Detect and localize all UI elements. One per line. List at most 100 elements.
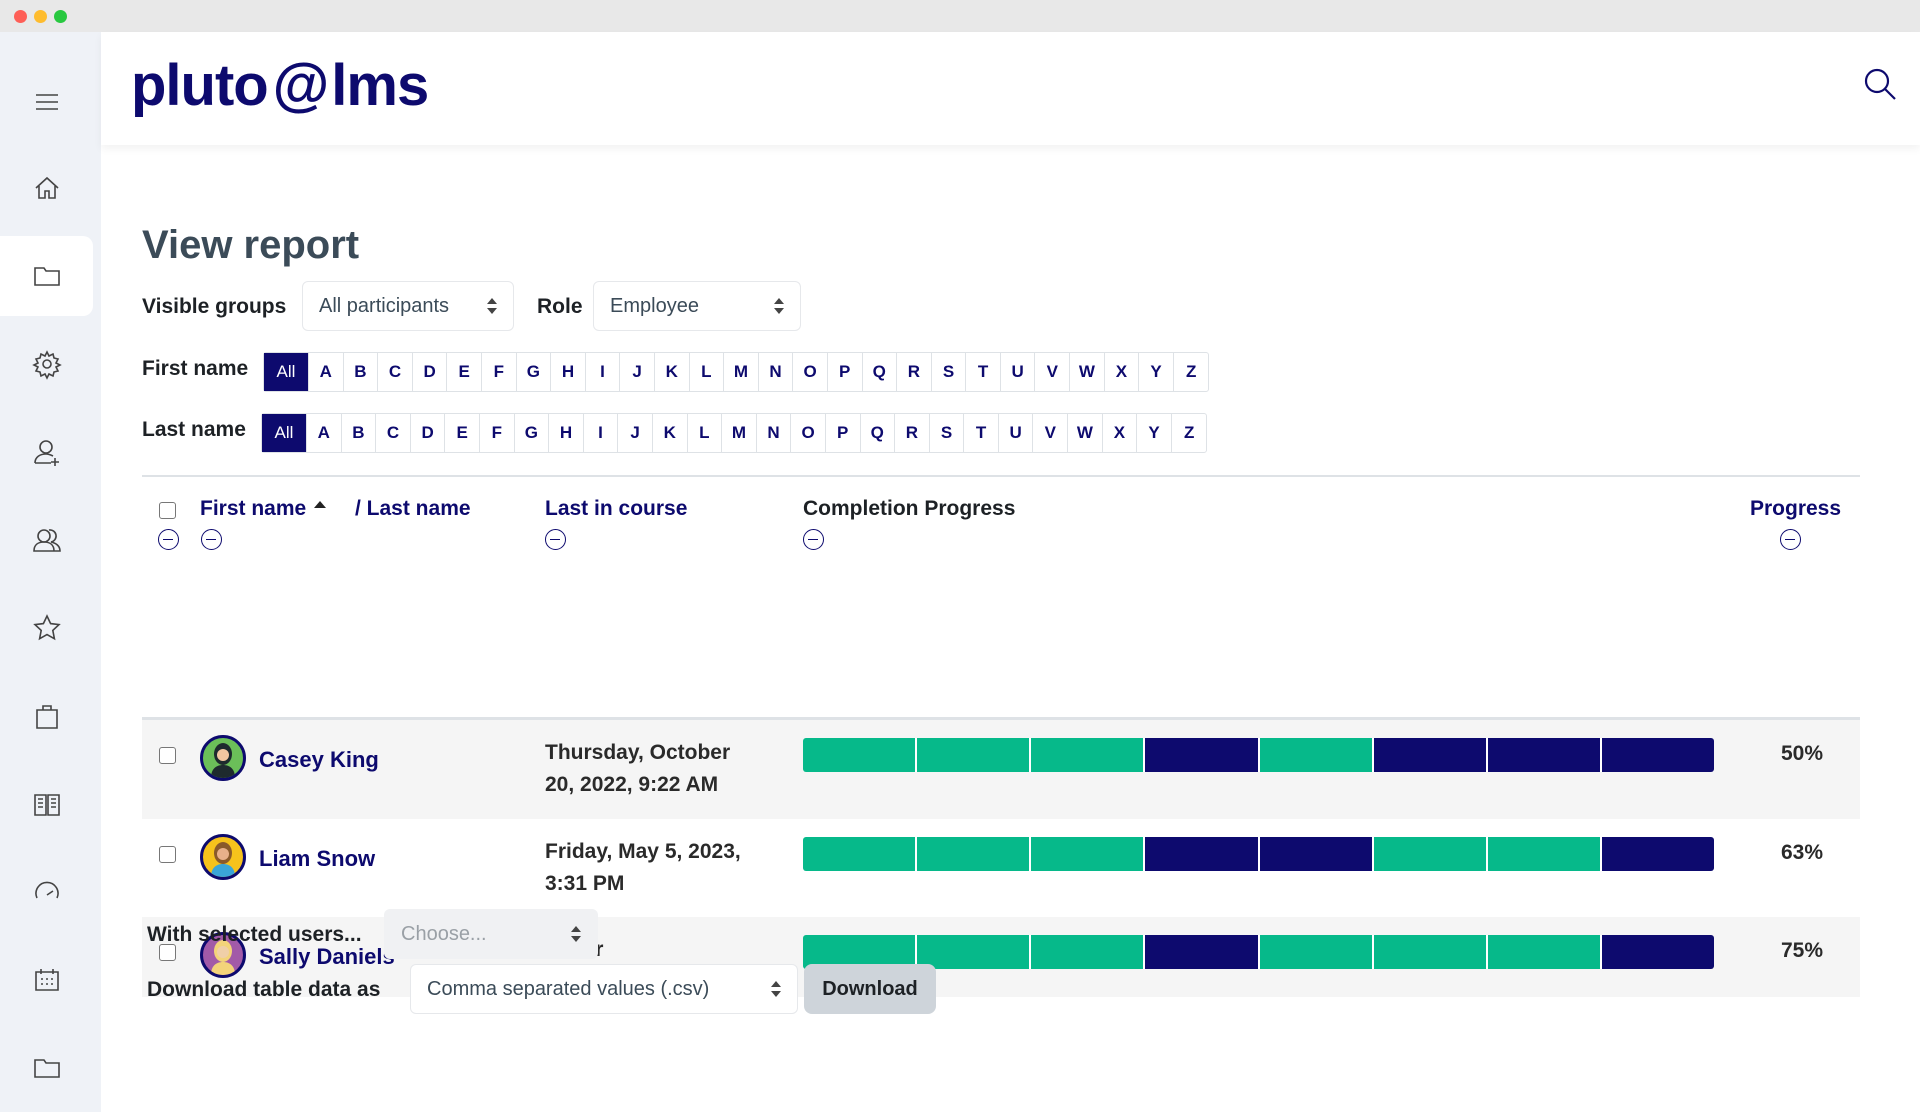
first-initial-b[interactable]: B	[344, 353, 379, 391]
progress-percent: 50%	[1780, 742, 1824, 765]
sidebar-item-users[interactable]	[0, 500, 93, 580]
last-initial-j[interactable]: J	[618, 414, 653, 452]
visible-groups-label: Visible groups	[142, 295, 287, 318]
sidebar-item-home[interactable]	[0, 148, 93, 228]
first-initial-q[interactable]: Q	[863, 353, 898, 391]
select-all-checkbox[interactable]	[159, 502, 176, 519]
main-content: View report Visible groups All participa…	[101, 145, 1920, 1112]
progress-segment-complete	[803, 935, 918, 969]
logo[interactable]: pluto@lms	[131, 53, 429, 118]
last-initial-s[interactable]: S	[930, 414, 965, 452]
sort-last-in-course[interactable]: Last in course	[545, 497, 688, 520]
sidebar-item-speedometer[interactable]	[0, 852, 93, 932]
sidebar-item-star[interactable]	[0, 588, 93, 668]
first-initial-z[interactable]: Z	[1185, 362, 1197, 381]
first-initial-c[interactable]: C	[378, 353, 413, 391]
last-initial-c[interactable]: C	[376, 414, 411, 452]
first-initial-h[interactable]: H	[551, 353, 586, 391]
last-initial-e[interactable]: E	[445, 414, 480, 452]
last-initial-t[interactable]: T	[964, 414, 999, 452]
first-initial-n[interactable]: N	[759, 353, 794, 391]
sidebar-item-folder[interactable]	[0, 236, 93, 316]
first-initial-m[interactable]: M	[724, 353, 759, 391]
last-initial-i[interactable]: I	[584, 414, 619, 452]
last-initial-n[interactable]: N	[757, 414, 792, 452]
visible-groups-select[interactable]: All participants	[302, 281, 514, 331]
sort-first-name[interactable]: First name	[200, 497, 327, 521]
first-initial-i[interactable]: I	[586, 353, 621, 391]
last-initial-y[interactable]: Y	[1137, 414, 1172, 452]
first-initial-e[interactable]: E	[447, 353, 482, 391]
completion-progress-bar	[803, 738, 1714, 772]
sidebar-item-calendar[interactable]	[0, 940, 93, 1020]
first-initial-g[interactable]: G	[517, 353, 552, 391]
menu-toggle-button[interactable]	[0, 52, 93, 152]
sidebar-item-add-user[interactable]	[0, 412, 93, 492]
collapse-column-icon[interactable]	[545, 529, 566, 550]
briefcase-icon	[35, 705, 58, 729]
download-button[interactable]: Download	[804, 964, 936, 1014]
first-initial-all[interactable]: All	[264, 353, 309, 391]
role-select[interactable]: Employee	[593, 281, 801, 331]
collapse-column-icon[interactable]	[1780, 529, 1801, 550]
first-initial-x[interactable]: X	[1105, 353, 1140, 391]
user-name-link[interactable]: Liam Snow	[259, 846, 376, 871]
first-initial-w[interactable]: W	[1070, 353, 1105, 391]
last-initial-v[interactable]: V	[1033, 414, 1069, 452]
download-format-select[interactable]: Comma separated values (.csv)	[410, 964, 798, 1014]
first-initial-p[interactable]: P	[828, 353, 863, 391]
row-checkbox[interactable]	[159, 846, 176, 863]
row-checkbox[interactable]	[159, 944, 176, 961]
last-initial-b[interactable]: B	[342, 414, 377, 452]
last-initial-m[interactable]: M	[722, 414, 757, 452]
first-initial-r[interactable]: R	[897, 353, 932, 391]
user-name-link[interactable]: Casey King	[259, 747, 379, 772]
last-initial-d[interactable]: D	[411, 414, 446, 452]
close-window-button[interactable]	[14, 10, 27, 23]
last-initial-o[interactable]: O	[791, 414, 826, 452]
maximize-window-button[interactable]	[54, 10, 67, 23]
role-label: Role	[537, 295, 583, 318]
first-initial-t[interactable]: T	[966, 353, 1001, 391]
sort-progress[interactable]: Progress	[1750, 497, 1842, 520]
first-initial-d[interactable]: D	[413, 353, 448, 391]
row-checkbox[interactable]	[159, 747, 176, 764]
first-initial-v[interactable]: V	[1035, 353, 1071, 391]
last-initial-q[interactable]: Q	[861, 414, 896, 452]
minimize-window-button[interactable]	[34, 10, 47, 23]
first-initial-f[interactable]: F	[482, 353, 517, 391]
sidebar-item-gear[interactable]	[0, 324, 93, 404]
first-initial-y[interactable]: Y	[1139, 353, 1174, 391]
last-initial-z[interactable]: Z	[1183, 423, 1195, 442]
first-initial-j[interactable]: J	[620, 353, 655, 391]
user-name-link[interactable]: Sally Daniels	[259, 944, 395, 969]
first-initial-s[interactable]: S	[932, 353, 967, 391]
bulk-action-select[interactable]: Choose...	[384, 909, 598, 959]
last-initial-u[interactable]: U	[999, 414, 1034, 452]
last-initial-f[interactable]: F	[480, 414, 515, 452]
collapse-column-icon[interactable]	[803, 529, 824, 550]
first-initial-o[interactable]: O	[793, 353, 828, 391]
last-initial-p[interactable]: P	[826, 414, 861, 452]
sort-last-name[interactable]: / Last name	[355, 497, 471, 520]
last-initial-r[interactable]: R	[895, 414, 930, 452]
last-initial-k[interactable]: K	[653, 414, 688, 452]
first-initial-l[interactable]: L	[690, 353, 725, 391]
collapse-column-icon[interactable]	[201, 529, 222, 550]
last-initial-h[interactable]: H	[549, 414, 584, 452]
first-initial-u[interactable]: U	[1001, 353, 1036, 391]
sidebar-item-book[interactable]	[0, 764, 93, 844]
first-initial-k[interactable]: K	[655, 353, 690, 391]
last-initial-g[interactable]: G	[515, 414, 550, 452]
last-initial-x[interactable]: X	[1103, 414, 1138, 452]
first-initial-a[interactable]: A	[309, 353, 344, 391]
search-icon[interactable]	[1862, 66, 1898, 102]
collapse-column-icon[interactable]	[158, 529, 179, 550]
last-initial-l[interactable]: L	[688, 414, 723, 452]
last-initial-all[interactable]: All	[262, 414, 307, 452]
last-initial-w[interactable]: W	[1068, 414, 1103, 452]
last-initial-a[interactable]: A	[307, 414, 342, 452]
sidebar-item-folder[interactable]	[0, 1028, 93, 1108]
progress-segment-incomplete	[1601, 837, 1714, 871]
sidebar-item-briefcase[interactable]	[0, 676, 93, 756]
